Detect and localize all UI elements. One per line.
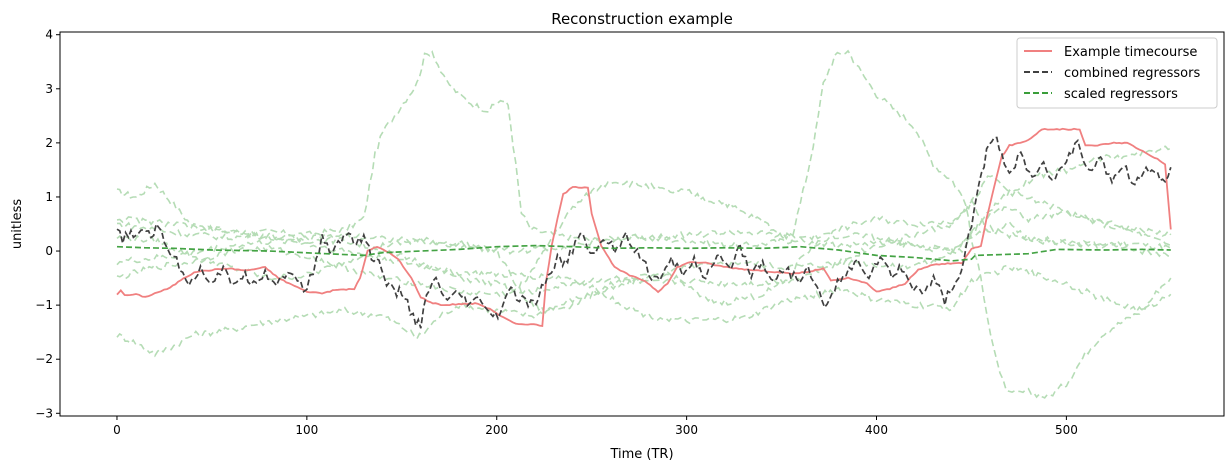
y-tick-label: −1 xyxy=(35,298,53,312)
x-tick-label: 0 xyxy=(113,423,121,437)
y-tick-label: −2 xyxy=(35,352,53,366)
y-tick-label: 4 xyxy=(45,28,53,42)
y-tick-label: 2 xyxy=(45,136,53,150)
x-tick-label: 100 xyxy=(295,423,318,437)
y-tick-label: 0 xyxy=(45,244,53,258)
x-tick-label: 400 xyxy=(865,423,888,437)
chart-title: Reconstruction example xyxy=(551,10,733,28)
legend-box xyxy=(1016,37,1218,109)
y-tick-label: 3 xyxy=(45,82,53,96)
series-line-example xyxy=(116,127,1172,328)
axes: 0 100 200 300 400 500 −3 −2 −1 0 1 2 3 4 xyxy=(35,28,1225,437)
y-tick-label: −3 xyxy=(35,406,53,420)
y-axis-ticks: −3 −2 −1 0 1 2 3 4 xyxy=(35,28,60,420)
legend: Example timecourse combined regressors s… xyxy=(1016,37,1218,109)
faint-regressor-line xyxy=(116,145,1172,255)
x-tick-label: 300 xyxy=(675,423,698,437)
series-line-scaled xyxy=(116,244,1171,262)
x-axis-label: Time (TR) xyxy=(609,447,673,462)
faint-regressor-line xyxy=(116,237,1172,325)
faint-regressor-line xyxy=(116,198,1171,298)
x-tick-label: 500 xyxy=(1055,423,1078,437)
legend-label-example: Example timecourse xyxy=(1064,45,1197,60)
legend-label-scaled: scaled regressors xyxy=(1064,87,1178,102)
series-lines xyxy=(116,127,1172,329)
y-tick-label: 1 xyxy=(45,190,53,204)
y-axis-label: unitless xyxy=(10,199,25,250)
x-axis-ticks: 0 100 200 300 400 500 xyxy=(113,416,1078,437)
plot-frame xyxy=(59,31,1225,417)
x-tick-label: 200 xyxy=(485,423,508,437)
legend-label-combined: combined regressors xyxy=(1064,66,1200,81)
